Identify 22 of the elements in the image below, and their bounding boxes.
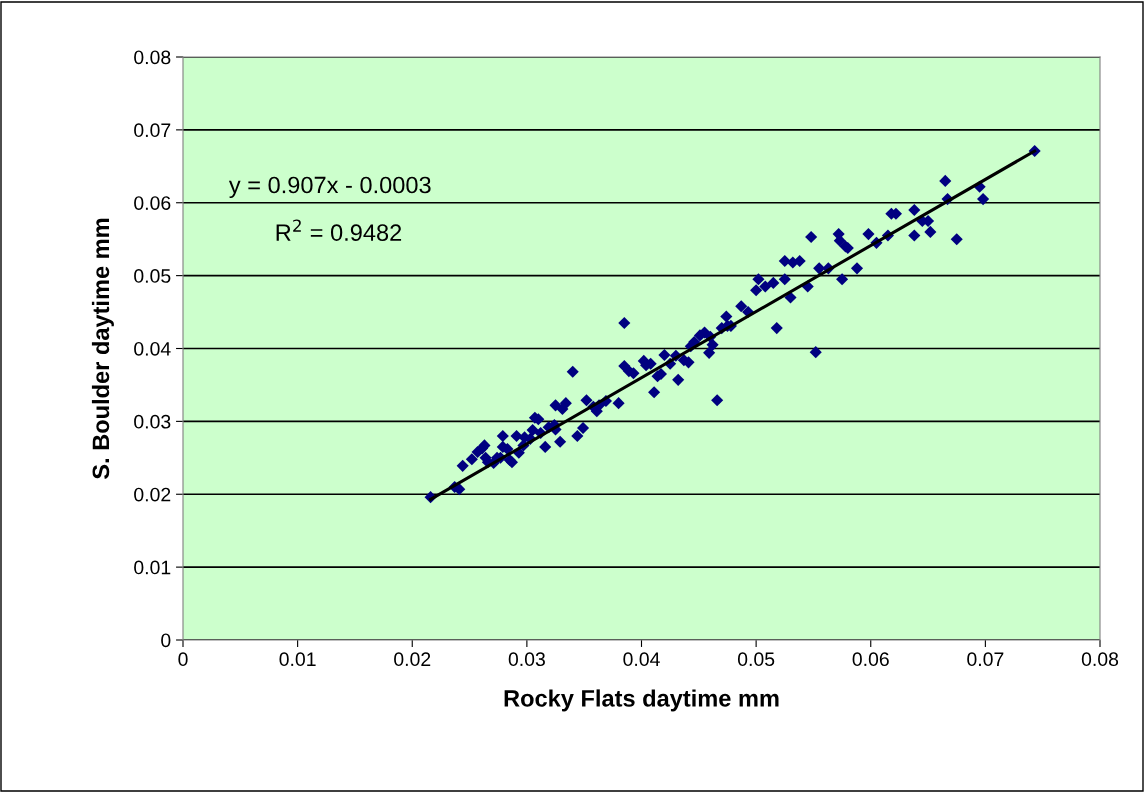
x-tick-label: 0.07	[967, 652, 1004, 667]
y-tick-label: 0.06	[134, 196, 171, 210]
y-tick-label: 0.08	[134, 50, 171, 65]
y-axis-title: S. Boulder daytime mm	[91, 218, 114, 480]
x-tick-label: 0.06	[852, 652, 889, 667]
y-tick-label: 0.03	[134, 414, 171, 429]
y-tick-label: 0.05	[134, 269, 171, 283]
x-tick-label: 0.02	[394, 652, 431, 667]
x-tick-label: 0.05	[737, 652, 775, 667]
annotation: y = 0.907x - 0.0003	[228, 176, 431, 199]
x-tick-label: 0	[178, 652, 188, 667]
x-axis-title: Rocky Flats daytime mm	[504, 689, 779, 712]
x-tick-label: 0.04	[623, 652, 660, 667]
y-tick-label: 0.04	[134, 341, 171, 356]
x-tick-label: 0.01	[279, 652, 316, 667]
annotation: R$^{2}$ = 0.9482	[276, 219, 402, 241]
y-tick-label: 0	[161, 633, 171, 648]
y-tick-label: 0.07	[134, 123, 171, 138]
x-tick-label: 0.08	[1081, 652, 1119, 667]
x-tick-label: 0.03	[508, 652, 545, 667]
y-tick-label: 0.01	[134, 560, 171, 575]
y-tick-label: 0.02	[134, 487, 171, 502]
